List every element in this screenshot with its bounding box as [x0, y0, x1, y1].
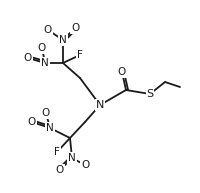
Text: O: O: [118, 67, 126, 77]
Text: O: O: [81, 160, 89, 170]
Text: S: S: [146, 89, 154, 99]
Text: O: O: [56, 165, 64, 175]
Text: N: N: [46, 123, 54, 133]
Text: N: N: [41, 58, 49, 68]
Text: F: F: [77, 50, 83, 60]
Text: O: O: [42, 108, 50, 118]
Text: O: O: [44, 25, 52, 35]
Text: N: N: [68, 153, 76, 163]
Text: N: N: [59, 35, 67, 45]
Text: N: N: [96, 100, 104, 110]
Text: O: O: [24, 53, 32, 63]
Text: O: O: [71, 23, 79, 33]
Text: O: O: [38, 43, 46, 53]
Text: F: F: [54, 147, 60, 157]
Text: O: O: [28, 117, 36, 127]
